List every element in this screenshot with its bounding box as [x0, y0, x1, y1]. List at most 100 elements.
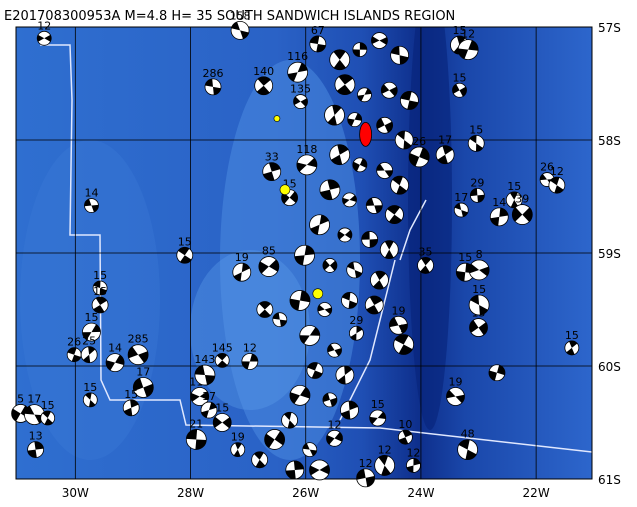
focal-mechanism	[302, 442, 318, 458]
lat-label: 57S	[598, 21, 621, 35]
depth-label: 17	[438, 134, 452, 147]
compression-quadrant	[259, 301, 271, 318]
focal-mechanism	[505, 191, 523, 209]
focal-mechanism	[334, 74, 356, 96]
highlighted-event	[273, 115, 281, 122]
depth-label: 15	[469, 123, 483, 136]
focal-mechanism	[309, 459, 330, 481]
focal-mechanism	[393, 334, 415, 355]
compression-quadrant	[406, 458, 421, 473]
compression-quadrant	[289, 387, 310, 404]
compression-quadrant	[550, 177, 564, 194]
compression-quadrant	[93, 280, 107, 296]
depth-label: 29	[349, 314, 363, 327]
compression-quadrant	[453, 36, 466, 55]
depth-label: 26	[412, 135, 426, 148]
compression-quadrant	[458, 40, 479, 59]
focal-mechanism	[400, 91, 419, 110]
compression-quadrant	[454, 203, 468, 217]
focal-mechanism	[132, 377, 154, 398]
focal-mechanism	[361, 231, 379, 248]
focal-mechanism	[92, 280, 108, 296]
depth-label: 19	[231, 431, 245, 444]
focal-mechanism	[346, 261, 364, 279]
compression-quadrant	[256, 76, 271, 95]
compression-quadrant	[337, 366, 353, 385]
depth-label: 5	[400, 323, 407, 336]
focal-mechanism	[190, 387, 210, 406]
highlighted-event	[312, 288, 324, 299]
compression-quadrant	[387, 205, 402, 224]
depth-label: 15	[507, 180, 521, 193]
depth-label: 15	[565, 329, 579, 342]
depth-label: 15	[41, 399, 55, 412]
focal-mechanism	[296, 154, 318, 176]
lat-label: 61S	[598, 473, 621, 487]
compression-quadrant	[409, 147, 430, 167]
compression-quadrant	[336, 74, 353, 95]
compression-quadrant	[241, 353, 258, 370]
focal-mechanism	[264, 429, 286, 450]
compression-quadrant	[333, 49, 346, 70]
compression-quadrant	[327, 105, 342, 126]
focal-mechanism	[370, 270, 389, 290]
focal-mechanism	[289, 384, 311, 406]
compression-quadrant	[233, 263, 250, 282]
depth-label: 145	[212, 341, 233, 354]
focal-mechanism	[342, 192, 357, 208]
focal-mechanism	[376, 162, 394, 179]
focal-mechanism	[341, 292, 358, 309]
main-event	[359, 121, 373, 147]
focal-mechanism	[324, 104, 345, 126]
depth-label: 12	[550, 165, 564, 178]
focal-mechanism	[241, 353, 259, 370]
depth-label: 10	[398, 418, 412, 431]
depth-label: 12	[461, 28, 475, 41]
focal-mechanism	[254, 76, 274, 96]
focal-mechanism	[349, 325, 364, 341]
lon-label: 30W	[62, 486, 89, 500]
focal-mechanism	[327, 342, 342, 358]
depth-label: 135	[290, 83, 311, 96]
depth-label: 17	[202, 390, 216, 403]
focal-mechanism	[452, 82, 467, 98]
focal-mechanism	[24, 404, 45, 425]
focal-mechanism	[200, 401, 218, 419]
depth-label: 15	[472, 283, 486, 296]
compression-quadrant	[371, 36, 388, 45]
focal-mechanism	[365, 197, 383, 214]
depth-label: 14	[84, 187, 98, 200]
depth-label: 39	[515, 193, 529, 206]
compression-quadrant	[133, 378, 154, 397]
focal-mechanism	[293, 94, 308, 109]
compression-quadrant	[356, 469, 375, 487]
depth-label: 12	[37, 19, 51, 32]
depth-label: 5	[17, 392, 24, 405]
focal-mechanism	[251, 451, 269, 469]
focal-mechanism	[390, 45, 410, 65]
focal-mechanism	[317, 302, 333, 317]
compression-quadrant	[205, 78, 221, 95]
depth-label: 15	[215, 402, 229, 415]
depth-label: 143	[194, 353, 215, 366]
compression-quadrant	[369, 411, 386, 425]
compression-quadrant	[384, 240, 394, 259]
focal-mechanism	[467, 134, 485, 152]
compression-quadrant	[452, 84, 467, 97]
compression-quadrant	[83, 346, 96, 363]
focal-mechanism	[340, 400, 359, 420]
depth-label: 67	[311, 24, 325, 37]
focal-mechanism	[204, 78, 222, 96]
lon-label: 28W	[177, 486, 204, 500]
depth-label: 15	[83, 381, 97, 394]
depth-label: 12	[378, 443, 392, 456]
compression-quadrant	[420, 257, 431, 274]
compression-quadrant	[320, 179, 340, 200]
focal-mechanism	[258, 256, 280, 277]
compression-quadrant	[284, 412, 296, 429]
depth-label: 25	[82, 335, 96, 348]
compression-quadrant	[331, 144, 349, 165]
focal-mechanism	[352, 157, 368, 173]
compression-quadrant	[309, 464, 330, 476]
